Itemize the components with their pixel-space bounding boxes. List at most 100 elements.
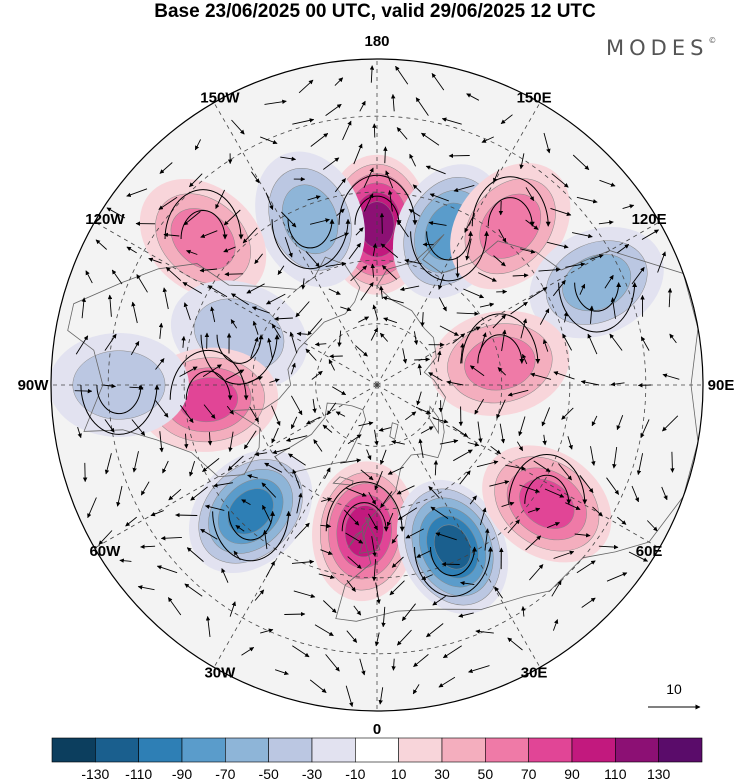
wind-vector <box>533 460 551 473</box>
wind-vector <box>150 510 164 517</box>
streamline <box>341 502 389 532</box>
wind-vector <box>378 427 392 432</box>
wind-vector <box>496 399 506 419</box>
wind-vector <box>413 331 419 345</box>
wind-vector <box>140 481 150 496</box>
longitude-label: 90W <box>18 377 50 394</box>
wind-vector <box>334 77 344 86</box>
wind-vector <box>254 589 265 601</box>
wind-vector <box>330 232 350 242</box>
wind-vector <box>374 632 380 647</box>
colorbar-swatch <box>95 737 139 763</box>
anomaly-contour-line <box>227 488 274 535</box>
wind-vector <box>492 314 507 329</box>
wind-vector <box>296 492 303 514</box>
wind-vector <box>591 415 598 427</box>
wind-vector <box>296 331 308 337</box>
colorbar-swatch <box>485 737 529 763</box>
wind-vector <box>372 304 379 320</box>
wind-vector <box>368 513 378 531</box>
wind-vector <box>662 415 679 432</box>
wind-vector <box>281 211 297 228</box>
wind-vector <box>456 311 479 316</box>
anomaly-contour-line <box>344 505 384 558</box>
wind-vector <box>292 645 310 658</box>
longitude-label: 180 <box>364 33 389 50</box>
wind-vector <box>421 132 440 146</box>
wind-vector <box>159 431 164 453</box>
wind-vector <box>546 241 569 249</box>
wind-vector <box>385 170 394 189</box>
wind-vector <box>396 485 415 495</box>
wind-vector <box>386 512 394 527</box>
wind-vector <box>468 665 490 674</box>
wind-vector <box>379 449 387 465</box>
wind-vector <box>565 262 586 268</box>
wind-vectors <box>74 65 680 708</box>
longitude-label: 150E <box>517 90 552 107</box>
wind-vector <box>372 559 377 582</box>
wind-vector <box>507 519 520 534</box>
colorbar-label: 130 <box>647 766 671 782</box>
wind-vector <box>544 488 565 498</box>
wind-vector <box>516 441 524 452</box>
map-title: Base 23/06/2025 00 UTC, valid 29/06/2025… <box>154 1 596 22</box>
wind-vector <box>501 501 515 508</box>
wind-vector <box>353 143 363 165</box>
wind-vector <box>345 532 364 544</box>
wind-vector <box>458 612 474 618</box>
wind-vector <box>200 230 218 238</box>
wind-vector <box>254 253 263 265</box>
wind-vector <box>223 246 236 253</box>
wind-vector <box>227 455 244 471</box>
wind-vector <box>324 467 331 480</box>
anomaly-center <box>139 178 267 300</box>
wind-vector <box>470 326 481 333</box>
colorbar-label: 30 <box>434 766 450 782</box>
wind-vector <box>477 421 483 443</box>
wind-vector <box>355 227 364 236</box>
wind-vector <box>180 405 194 423</box>
wind-vector <box>589 305 594 324</box>
wind-vector <box>75 335 89 355</box>
wind-vector <box>74 388 93 394</box>
wind-vector <box>183 433 189 449</box>
wind-vector <box>507 389 529 397</box>
coastline <box>389 422 399 441</box>
streamline <box>487 197 535 227</box>
wind-vector <box>347 434 362 445</box>
anomaly-contour-line <box>217 478 284 545</box>
wind-vector <box>412 684 420 695</box>
wind-vector <box>387 466 404 475</box>
wind-vector <box>331 386 347 396</box>
wind-vector <box>374 429 379 446</box>
colorbar-label: -10 <box>345 766 365 782</box>
wind-vector <box>510 301 528 315</box>
wind-vector <box>382 296 404 304</box>
wind-vector <box>366 449 372 461</box>
anomaly-contour-line <box>198 459 303 564</box>
map-border <box>50 58 704 712</box>
wind-vector <box>490 445 501 455</box>
wind-vector <box>249 406 259 423</box>
wind-vector <box>295 301 310 318</box>
anomaly-contour-line <box>494 456 600 552</box>
wind-vector <box>132 451 139 473</box>
wind-vector <box>325 261 347 268</box>
wind-vector <box>95 239 108 250</box>
streamline <box>180 210 228 240</box>
wind-vector <box>346 580 356 592</box>
anomaly-contour-fill <box>345 505 384 557</box>
wind-vector <box>309 679 327 693</box>
colorbar-swatch <box>658 737 703 763</box>
wind-vector <box>475 629 494 634</box>
wind-vector <box>437 350 442 362</box>
wind-vector <box>576 196 598 204</box>
wind-vector <box>469 495 477 505</box>
wind-vector <box>277 265 285 275</box>
wind-vector <box>264 99 287 105</box>
wind-vector <box>189 460 196 477</box>
wind-vector <box>501 329 507 352</box>
anomaly-contour-line <box>208 468 294 554</box>
wind-vector <box>498 200 504 216</box>
